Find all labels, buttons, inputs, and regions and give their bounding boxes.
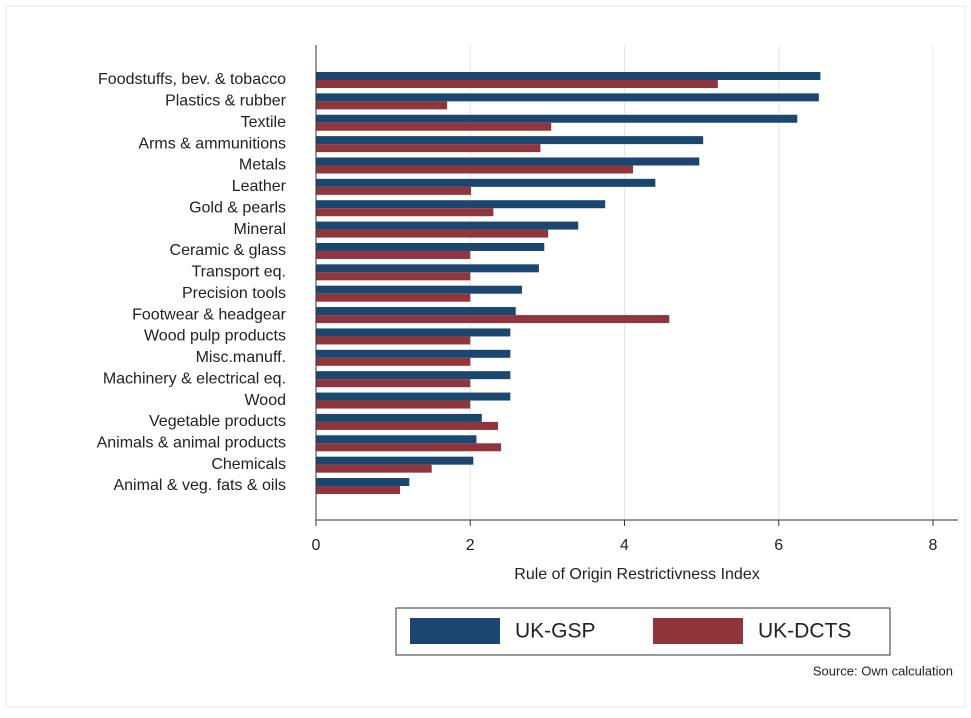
bar [316,456,474,465]
bar [316,144,541,153]
bar [316,272,471,281]
category-label: Plastics & rubber [165,93,287,110]
category-label: Gold & pearls [189,199,286,216]
bar [316,101,448,110]
bar [316,80,718,88]
bar [316,178,656,187]
category-label: Transport eq. [191,264,286,281]
bar [316,379,471,388]
bar [316,293,471,302]
bar [316,328,511,337]
category-label: Animal & veg. fats & oils [113,477,286,494]
bar [316,93,819,102]
bar [316,443,502,452]
bar [316,165,633,174]
bar [316,421,499,430]
x-tick-label: 2 [466,537,475,554]
x-tick-label: 8 [929,537,938,554]
bar [316,157,700,166]
category-label: Ceramic & glass [170,242,286,259]
bar [316,229,549,238]
legend-label: UK-GSP [515,620,596,643]
legend-swatch [653,618,743,644]
category-label: Wood [244,392,286,409]
category-label: Arms & ammunitions [138,135,286,152]
category-label: Vegetable products [149,413,286,430]
bar [316,72,821,80]
category-label: Precision tools [182,285,286,302]
legend-swatch [410,618,500,644]
bar [316,136,704,145]
bar [316,114,798,123]
bar [316,264,539,273]
category-label: Textile [241,114,286,131]
category-label: Wood pulp products [144,328,286,345]
legend-label: UK-DCTS [758,620,851,643]
bar [316,392,511,401]
bar [316,250,471,259]
source-note: Source: Own calculation [813,663,953,678]
bar [316,122,552,131]
bar [316,413,482,422]
bar [316,349,511,358]
bar [316,478,410,487]
bar [316,315,670,324]
bar [316,242,545,251]
bar [316,357,471,366]
category-label: Metals [239,157,286,174]
bar [316,400,471,409]
category-label: Machinery & electrical eq. [103,370,286,387]
category-label: Misc.manuff. [196,349,286,366]
bar [316,186,472,195]
bar [316,464,432,473]
x-tick-label: 6 [774,537,783,554]
x-tick-label: 0 [312,537,321,554]
bar [316,200,606,209]
bar [316,371,511,380]
bar [316,221,579,230]
category-label: Footwear & headgear [132,306,287,323]
bar [316,208,494,217]
bar [316,435,477,444]
category-label: Mineral [234,221,286,238]
bar [316,307,516,316]
category-label: Animals & animal products [97,435,286,452]
category-label: Leather [232,178,287,195]
bar [316,285,522,294]
bar [316,336,471,345]
category-label: Chemicals [211,456,286,473]
bar [316,486,401,495]
x-axis-label: Rule of Origin Restrictivness Index [514,566,759,583]
x-tick-label: 4 [620,537,629,554]
category-label: Foodstuffs, bev. & tobacco [98,71,286,88]
